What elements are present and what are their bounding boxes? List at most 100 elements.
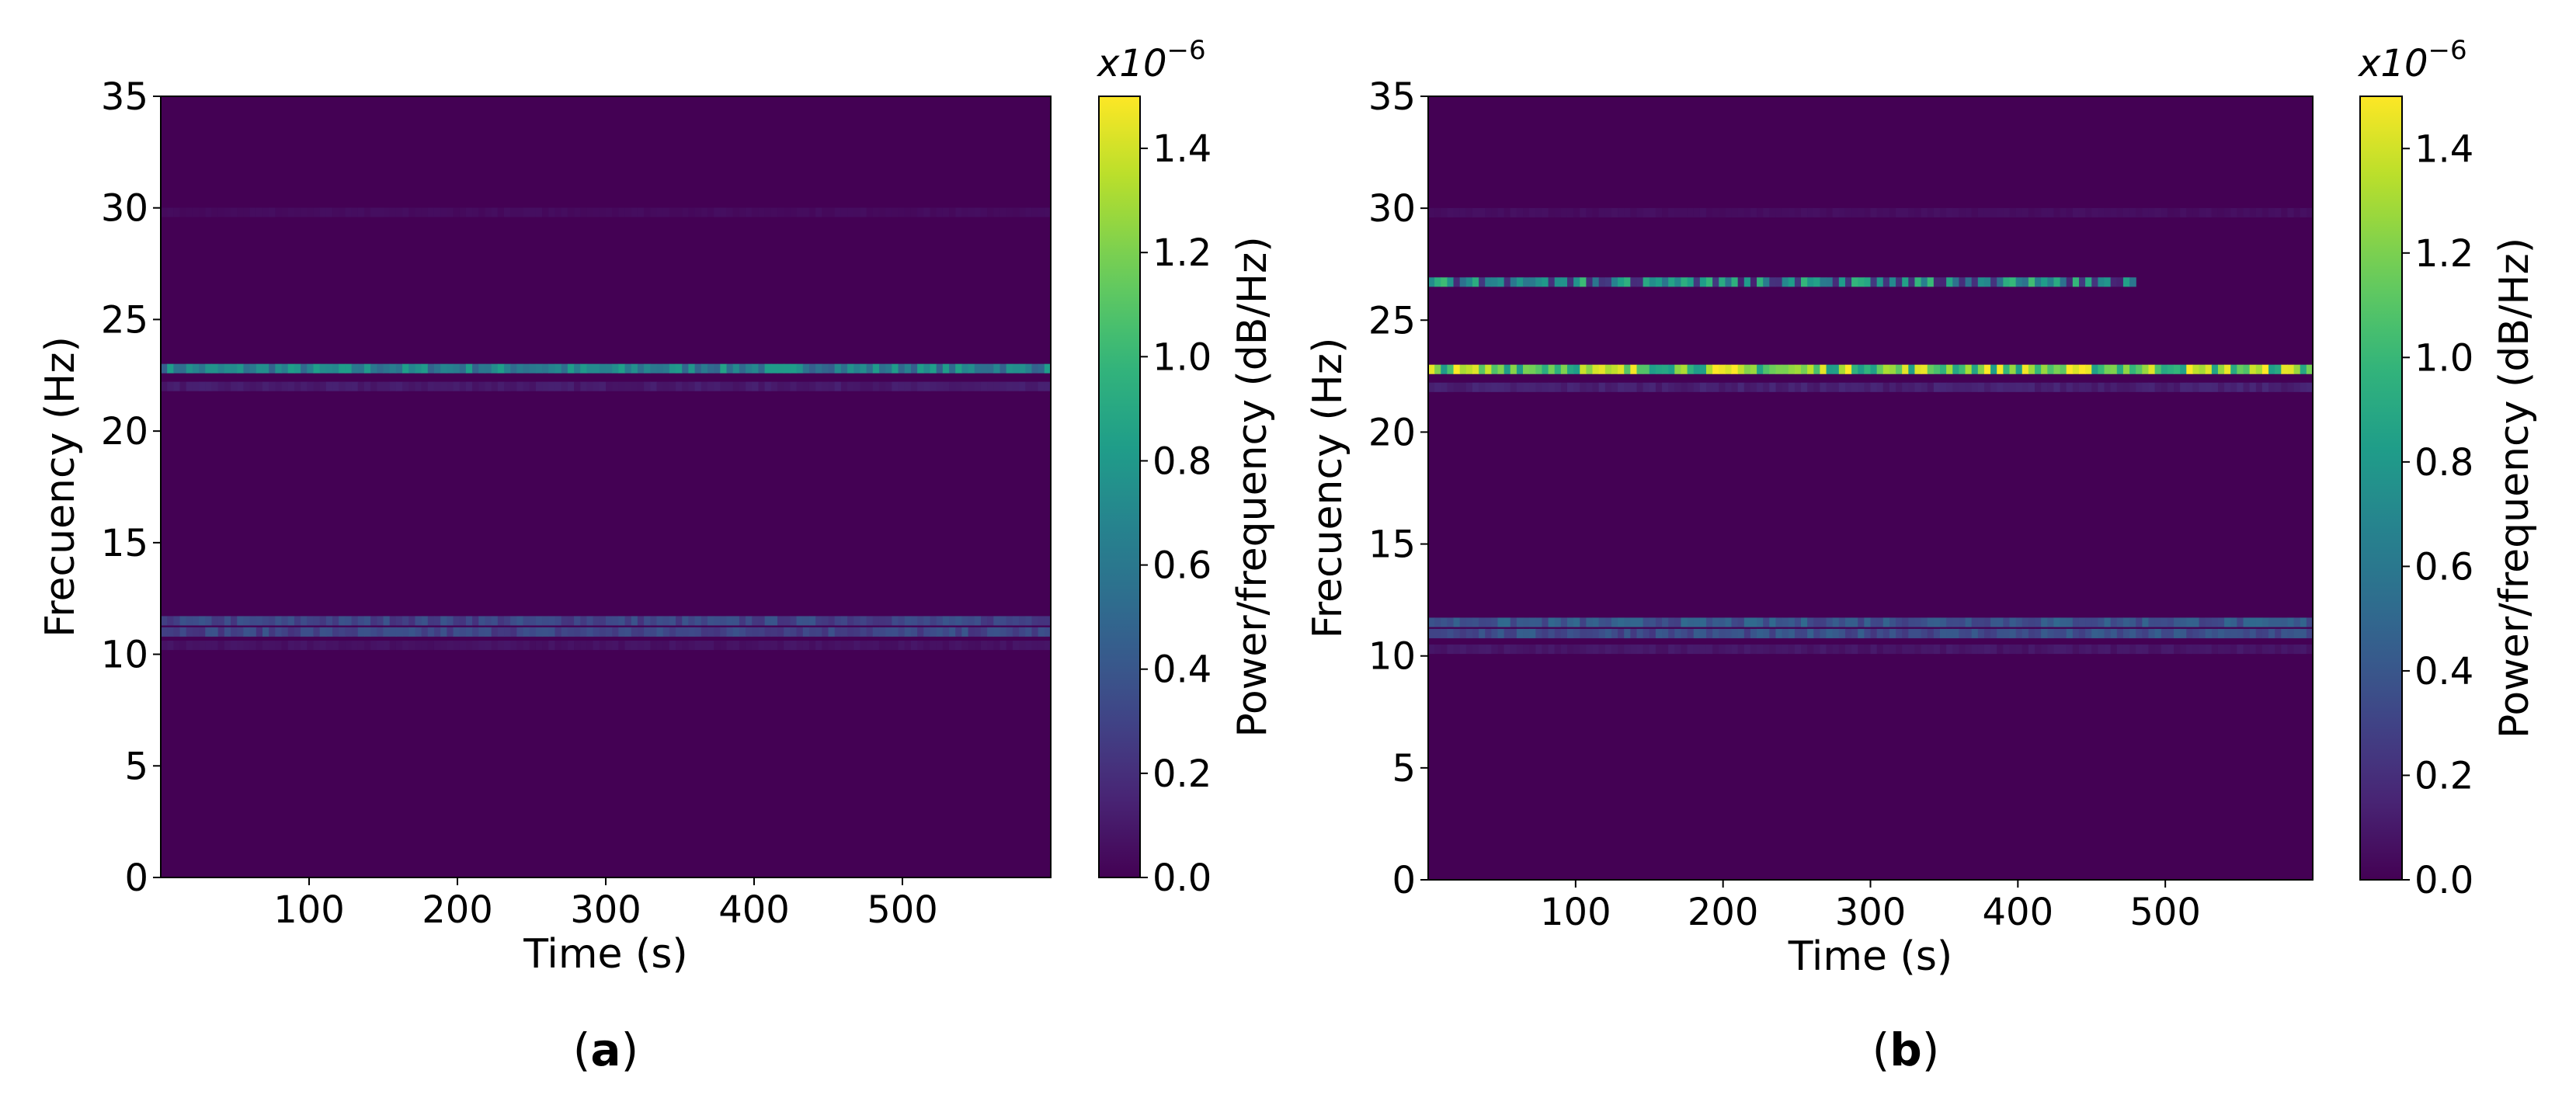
- panel-a-band-cell: [599, 363, 607, 374]
- panel-b-band-cell: [2287, 364, 2295, 374]
- panel-b-band-cell: [1820, 364, 1827, 374]
- panel-b-band-cell: [1990, 277, 1997, 287]
- panel-b-band-cell: [2224, 628, 2231, 638]
- panel-b-band-cell: [1453, 628, 1461, 638]
- panel-a-band-cell: [307, 207, 315, 217]
- panel-b-band-cell: [2041, 382, 2048, 392]
- panel-b-band-cell: [1832, 628, 1840, 638]
- panel-b-band-cell: [2122, 645, 2130, 655]
- panel-a-band-cell: [224, 616, 231, 626]
- panel-a-band-cell: [599, 381, 607, 391]
- panel-a-band-cell: [173, 641, 181, 651]
- panel-a-band-cell: [319, 616, 327, 626]
- panel-b-band-cell: [1826, 277, 1834, 287]
- panel-a-band-cell: [1031, 627, 1039, 637]
- panel-b-band-cell: [1441, 382, 1448, 392]
- panel-a-band-cell: [465, 381, 473, 391]
- panel-b-band-cell: [2300, 628, 2307, 638]
- panel-a-band-cell: [904, 641, 912, 651]
- panel-a-band-cell: [739, 641, 746, 651]
- panel-a-band-cell: [179, 363, 187, 374]
- panel-b-band-cell: [1870, 617, 1878, 627]
- panel-b-band-cell: [1441, 628, 1448, 638]
- panel-a-band-cell: [930, 381, 937, 391]
- panel-b-band-cell: [2237, 645, 2244, 655]
- panel-a-band-cell: [999, 616, 1007, 626]
- panel-a-band-cell: [656, 616, 664, 626]
- panel-b-band-cell: [2154, 628, 2162, 638]
- panel-b-band-cell: [1618, 617, 1625, 627]
- panel-a-band-cell: [828, 627, 836, 637]
- panel-b-band-cell: [2306, 382, 2314, 392]
- panel-a-band-cell: [732, 627, 740, 637]
- panel-b-band-cell: [1687, 645, 1695, 655]
- panel-a-band-cell: [968, 207, 975, 217]
- panel-a-band-cell: [389, 363, 397, 374]
- panel-b-band-cell: [1636, 364, 1644, 374]
- panel-a-band-cell: [1012, 616, 1020, 626]
- panel-b-band-cell: [1674, 645, 1682, 655]
- panel-a-band-cell: [275, 627, 283, 637]
- panel-b-band-cell: [1668, 617, 1675, 627]
- panel-b-band-cell: [1516, 645, 1524, 655]
- panel-b-band-cell: [2015, 364, 2023, 374]
- panel-b-band-cell: [1649, 207, 1656, 217]
- panel-a-band-cell: [243, 627, 251, 637]
- panel-a-band-cell: [459, 363, 467, 374]
- panel-b-band-cell: [1870, 277, 1878, 287]
- panel-a-band-cell: [612, 381, 619, 391]
- panel-a-band-cell: [847, 641, 854, 651]
- panel-b-band-cell: [2224, 645, 2231, 655]
- panel-b-band-cell: [1737, 382, 1745, 392]
- panel-b-band-cell: [1851, 645, 1858, 655]
- panel-a-band-cell: [491, 641, 499, 651]
- panel-b-band-cell: [2104, 628, 2112, 638]
- panel-b-band-cell: [1636, 277, 1644, 287]
- panel-a-band-cell: [243, 363, 251, 374]
- panel-b-band-cell: [2041, 617, 2048, 627]
- panel-b-band-cell: [2275, 382, 2282, 392]
- panel-b-band-cell: [2136, 645, 2143, 655]
- panel-b-band-6: [1428, 207, 2314, 217]
- panel-b-band-cell: [2091, 207, 2098, 217]
- panel-a-band-cell: [561, 381, 568, 391]
- panel-b-band-cell: [1820, 617, 1827, 627]
- panel-b-band-cell: [1775, 617, 1783, 627]
- panel-a-band-cell: [898, 641, 906, 651]
- panel-b-band-cell: [1832, 364, 1840, 374]
- panel-b-band-cell: [2003, 382, 2011, 392]
- panel-b-band-cell: [2009, 617, 2017, 627]
- panel-b-band-cell: [2148, 364, 2156, 374]
- panel-b-band-cell: [1459, 364, 1467, 374]
- panel-a-band-cell: [656, 381, 664, 391]
- panel-b-band-cell: [2205, 364, 2213, 374]
- panel-b-band-cell: [1921, 617, 1928, 627]
- panel-a-band-cell: [732, 616, 740, 626]
- panel-b-band-cell: [1882, 207, 1890, 217]
- panel-a-band-cell: [808, 616, 816, 626]
- panel-a-band-cell: [904, 207, 912, 217]
- panel-a-band-cell: [910, 381, 918, 391]
- panel-b-band-cell: [1699, 207, 1707, 217]
- panel-b-band-cell: [1693, 628, 1701, 638]
- panel-b-band-cell: [1838, 382, 1846, 392]
- panel-a-band-cell: [739, 363, 746, 374]
- panel-a-band-cell: [796, 641, 804, 651]
- panel-b-band-cell: [2199, 207, 2206, 217]
- panel-a-band-cell: [720, 381, 728, 391]
- panel-b-band-cell: [1580, 617, 1587, 627]
- panel-a-band-cell: [662, 641, 670, 651]
- panel-b-band-cell: [2015, 277, 2023, 287]
- panel-b-band-cell: [1757, 645, 1764, 655]
- panel-a-band-cell: [548, 616, 556, 626]
- panel-b-band-cell: [1542, 207, 1549, 217]
- panel-b-band-cell: [2085, 628, 2092, 638]
- panel-a-band-cell: [669, 207, 676, 217]
- panel-b-band-cell: [1801, 364, 1808, 374]
- panel-b-band-cell: [1959, 277, 1966, 287]
- panel-b-band-cell: [1851, 628, 1858, 638]
- panel-a-band-cell: [878, 641, 886, 651]
- panel-b-colorbar-tick-label: 0.0: [2414, 859, 2473, 902]
- panel-b-band-cell: [1902, 382, 1909, 392]
- panel-b-band-cell: [1630, 382, 1638, 392]
